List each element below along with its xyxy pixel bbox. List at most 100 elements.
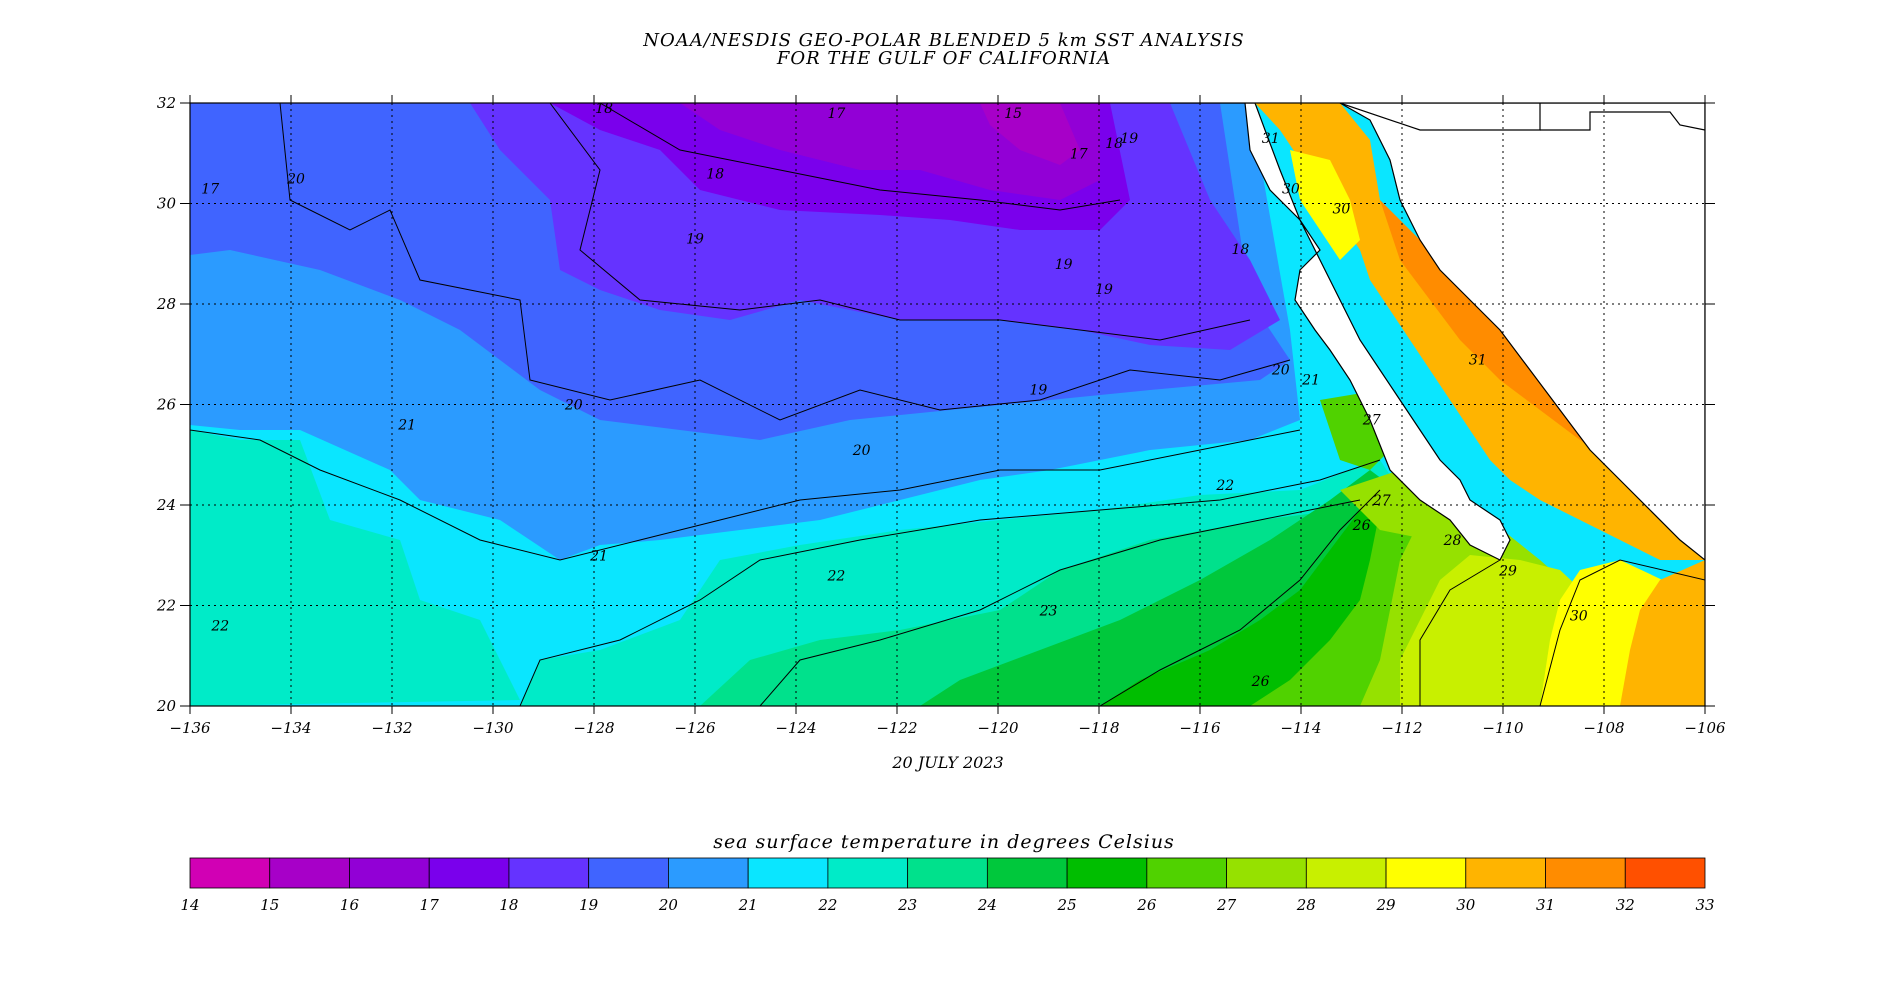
contour-22: [519, 459, 1381, 706]
contour-20: [279, 103, 1291, 421]
lat-tick-label: 20: [156, 697, 177, 715]
colorbar-swatch: [189, 857, 271, 889]
lat-tick-label: 28: [156, 295, 176, 313]
contour-lines: [190, 103, 1705, 706]
colorbar-tick-label: 28: [1296, 896, 1316, 914]
colorbar-tick-label: 17: [420, 896, 440, 914]
colorbar-tick-label: 30: [1456, 896, 1476, 914]
colorbar-swatch: [1624, 857, 1706, 889]
graticule: [190, 103, 1705, 706]
colorbar-tick-label: 14: [180, 896, 199, 914]
colorbar-tick-label: 21: [738, 896, 758, 914]
colorbar-swatch: [1146, 857, 1227, 889]
lon-tick-label: −114: [1280, 719, 1321, 737]
band-22-23: [190, 430, 520, 706]
contour-label: 17: [1070, 146, 1088, 162]
contour-30: [1539, 559, 1705, 706]
colorbar-tick-label: 16: [340, 896, 360, 914]
lat-tick-label: 26: [156, 396, 177, 414]
colorbar-swatch: [747, 857, 829, 889]
lat-tick-label: 24: [156, 496, 176, 514]
colorbar-tick-label: 25: [1057, 896, 1077, 914]
colorbar-swatch: [907, 857, 988, 889]
colorbar-swatch: [1066, 857, 1148, 889]
lon-tick-label: −130: [472, 719, 514, 737]
contour-label: 22: [1215, 478, 1234, 494]
gulf-north-30: [1290, 150, 1360, 260]
colorbar-tick-label: 18: [499, 896, 518, 914]
latitude-axis: 20 22 24 26 28 30 32: [156, 94, 1715, 715]
contour-label: 22: [826, 568, 845, 584]
contour-label: 20: [564, 398, 583, 414]
lon-tick-label: −124: [775, 719, 816, 737]
contour-label: 18: [706, 166, 724, 182]
band-30-31: [1620, 560, 1705, 706]
lat-tick-label: 22: [156, 597, 176, 615]
contour-label: 19: [1120, 131, 1138, 147]
colorbar-swatch: [986, 857, 1068, 889]
lon-tick-label: −136: [169, 719, 211, 737]
lon-tick-label: −132: [371, 719, 412, 737]
contour-19: [549, 103, 1251, 341]
colorbar-tick-label: 31: [1536, 896, 1555, 914]
contour-29: [1419, 559, 1501, 706]
contour-label: 21: [397, 418, 416, 434]
lon-tick-label: −116: [1179, 719, 1221, 737]
colorbar-swatch: [1305, 857, 1387, 889]
contour-label: 15: [1004, 106, 1022, 122]
contour-label: 18: [595, 101, 613, 117]
contour-label: 19: [1029, 382, 1047, 398]
contour-label: 29: [1498, 563, 1517, 579]
colorbar-swatch: [668, 857, 749, 889]
contour-label: 27: [1372, 493, 1391, 509]
colorbar-swatch: [508, 857, 590, 889]
lon-tick-label: −108: [1583, 719, 1624, 737]
colorbar-swatch: [349, 857, 430, 889]
contour-label: 19: [1095, 282, 1113, 298]
colorbar-swatch: [1385, 857, 1467, 889]
contour-label: 18: [1231, 242, 1249, 258]
lon-tick-label: −106: [1684, 719, 1726, 737]
colorbar-tick-label: 27: [1216, 896, 1237, 914]
contour-21: [190, 429, 1301, 561]
contour-label: 30: [1282, 181, 1300, 197]
colorbar-swatch: [827, 857, 909, 889]
land: [1170, 103, 1705, 561]
colorbar-tick-label: 15: [260, 896, 279, 914]
international-border: [1339, 103, 1541, 131]
colorbar-tick-label: 32: [1616, 896, 1635, 914]
lon-tick-label: −134: [270, 719, 311, 737]
contour-label: 23: [1039, 604, 1058, 620]
colorbar-swatch: [588, 857, 669, 889]
colorbar-title: sea surface temperature in degrees Celsi…: [713, 831, 1175, 853]
colorbar-tick-label: 26: [1136, 896, 1157, 914]
lat-tick-label: 32: [157, 94, 176, 112]
lon-tick-label: −126: [674, 719, 716, 737]
colorbar-tick-label: 24: [977, 896, 997, 914]
contour-label: 21: [1301, 372, 1320, 388]
lon-tick-label: −120: [977, 719, 1019, 737]
colorbar-ticks: 14 15 16 17 18 19 20 21 22 23 24 25 26 27 28 29 30 31 32 33: [180, 896, 1714, 914]
band-15-16: [980, 103, 1080, 165]
contour-label: 17: [827, 106, 845, 122]
contour-label: 26: [1352, 518, 1371, 534]
mainland-mexico-usa: [1338, 103, 1705, 561]
sst-map: 18 17 151817191820171919191820212019212022…: [190, 101, 1705, 706]
band-gulf-28: [1340, 470, 1470, 540]
lon-tick-label: −110: [1482, 719, 1524, 737]
contour-label: 17: [201, 181, 219, 197]
colorbar-swatch: [428, 857, 510, 889]
contour-label: 31: [1262, 131, 1280, 147]
colorbar-swatch: [1226, 857, 1307, 889]
longitude-axis: −136 −134 −132 −130 −128 −126 −124 −122 −120 −118…: [169, 95, 1726, 737]
colorbar-tick-label: 22: [817, 896, 837, 914]
figure-title-line1: NOAA/NESDIS GEO-POLAR BLENDED 5 km SST A…: [642, 30, 1244, 51]
colorbar: [189, 857, 1706, 889]
colorbar-tick-label: 19: [579, 896, 599, 914]
colorbar-tick-label: 20: [658, 896, 679, 914]
colorbar-swatch: [1545, 857, 1626, 889]
colorbar-tick-label: 23: [897, 896, 917, 914]
contour-label: 19: [686, 232, 704, 248]
colorbar-tick-label: 29: [1376, 896, 1397, 914]
